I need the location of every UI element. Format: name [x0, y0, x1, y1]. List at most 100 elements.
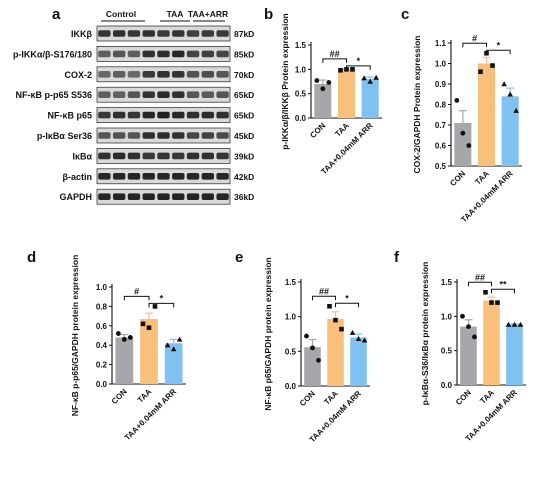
significance-bracket — [491, 288, 515, 294]
chart-e: e 0.0 0.5 1.0 1.5 NF-κB p65/GAPDH protein exp… — [235, 249, 370, 444]
x-category-label: TAA — [478, 388, 496, 406]
blot-row-p-i-b-ser36: p-IκBα Ser36 45kD — [37, 127, 254, 144]
blot-band — [172, 132, 185, 139]
blot-band — [98, 132, 111, 139]
blot-protein-label: GAPDH — [59, 192, 92, 202]
significance-label: # — [134, 286, 139, 296]
y-tick-label: 0.5 — [285, 347, 297, 356]
data-point-circle — [466, 324, 471, 330]
blot-group-label-control: Control — [106, 9, 136, 19]
blot-protein-label: p-IκBα Ser36 — [37, 131, 92, 141]
blot-kd-label: 42kD — [234, 172, 254, 182]
blot-band — [172, 71, 185, 78]
data-point-circle — [304, 333, 309, 339]
y-tick-label: 0.0 — [295, 114, 307, 123]
y-axis-label: COX-2/GAPDH Protein expression — [412, 36, 422, 174]
blot-band — [201, 71, 215, 78]
blot-band — [216, 71, 229, 78]
panel-letter-d: d — [27, 249, 36, 266]
data-point-triangle — [349, 329, 356, 335]
blot-band — [201, 152, 215, 160]
blot-row-i-b: IκBα 39kD — [72, 148, 254, 164]
blot-row-ikk: IKKβ 87kD — [71, 25, 254, 42]
blot-band — [112, 30, 126, 37]
blot-row-nf-b-p65: NF-κB p65 65kD — [47, 107, 254, 123]
data-point-triangle — [511, 321, 518, 327]
blot-band — [201, 30, 215, 37]
blot-band — [201, 111, 215, 119]
data-point-circle — [115, 331, 121, 336]
panel-letter-a: a — [52, 6, 61, 23]
x-category-label: TAA — [473, 169, 491, 187]
y-tick-label: 0.5 — [295, 90, 307, 99]
blot-band — [216, 111, 229, 119]
blot-band — [216, 193, 229, 200]
data-point-circle — [460, 130, 466, 136]
significance-bracket — [468, 281, 492, 287]
bar-con — [454, 122, 472, 166]
data-point-circle — [127, 335, 133, 340]
data-point-square — [333, 317, 338, 323]
chart-f: f 0.0 0.5 1.0 1.5 p-IκBα-S36/IκBα protein exp… — [394, 249, 526, 443]
y-tick-label: 0.5 — [441, 347, 453, 356]
blot-band — [98, 193, 111, 200]
blot-band — [142, 173, 155, 180]
blot-kd-label: 36kD — [234, 192, 254, 202]
bar-taa-0-04mm-arr — [361, 79, 379, 118]
data-point-square — [338, 68, 343, 73]
bar-taa-0-04mm-arr — [350, 337, 367, 386]
blot-band — [142, 132, 155, 139]
bar-con — [304, 347, 321, 386]
blot-band — [186, 91, 200, 98]
blot-band — [142, 193, 155, 200]
y-tick-label: 0.7 — [435, 121, 447, 130]
blot-band — [186, 152, 200, 160]
bar-taa — [327, 318, 344, 386]
blot-band — [157, 111, 170, 119]
significance-label: * — [497, 40, 501, 50]
blot-band — [157, 173, 170, 180]
blot-band — [157, 152, 170, 160]
data-point-triangle — [373, 74, 379, 80]
significance-bracket — [148, 302, 175, 308]
bar-taa-0-04mm-arr — [506, 324, 523, 385]
data-point-square — [146, 325, 152, 331]
blot-band — [201, 193, 215, 200]
data-point-square — [478, 69, 483, 74]
blot-kd-label: 65kD — [234, 90, 254, 100]
blot-band — [172, 152, 185, 160]
blot-band — [98, 111, 111, 119]
blot-band — [98, 152, 111, 160]
y-axis-label: NF-κB p65/GAPDH protein expression — [263, 257, 273, 411]
blot-band — [172, 193, 185, 200]
y-tick-label: 0.0 — [441, 381, 453, 390]
bar-taa-0-04mm-arr — [164, 343, 183, 384]
significance-bracket — [335, 302, 359, 308]
data-point-square — [350, 67, 355, 72]
x-category-label: CON — [448, 169, 467, 188]
blot-band — [186, 193, 200, 200]
blot-kd-label: 87kD — [234, 29, 254, 39]
data-point-square — [483, 290, 488, 295]
blot-band — [216, 30, 229, 37]
data-point-circle — [320, 86, 326, 92]
data-point-triangle — [517, 321, 524, 327]
chart-c: c 0.5 0.6 0.7 0.8 0.9 1.0 1.1 COX-2/GAPDH Protei… — [401, 6, 522, 224]
significance-bracket — [346, 65, 371, 70]
blot-group-label-taa-arr: TAA+ARR — [188, 9, 228, 19]
data-point-square — [140, 321, 146, 327]
significance-bracket — [322, 58, 347, 63]
y-tick-label: 1.0 — [295, 65, 307, 74]
blot-band — [216, 132, 229, 139]
blot-band — [112, 152, 126, 160]
data-point-triangle — [170, 346, 177, 352]
data-point-square — [339, 326, 344, 332]
x-category-label: TAA — [322, 389, 340, 407]
western-blot-panel: a Control TAA TAA+ARR IKKβ 87kD p-IKKα/β-S… — [13, 6, 254, 205]
blot-protein-label: IκBα — [72, 151, 92, 161]
blot-band — [98, 50, 111, 58]
blot-band — [172, 91, 185, 98]
blot-band — [112, 173, 126, 180]
